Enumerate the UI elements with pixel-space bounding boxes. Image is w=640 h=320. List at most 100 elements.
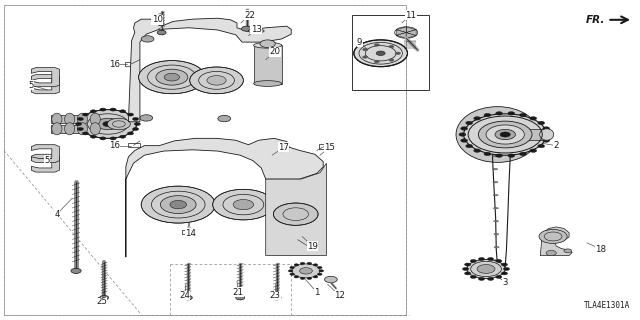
Circle shape (83, 113, 88, 116)
Circle shape (100, 137, 106, 140)
Circle shape (83, 132, 88, 135)
Ellipse shape (540, 129, 554, 140)
Circle shape (313, 264, 318, 266)
Circle shape (207, 76, 226, 85)
Polygon shape (540, 227, 572, 256)
Circle shape (294, 264, 299, 266)
Text: 16: 16 (109, 141, 120, 150)
Circle shape (273, 203, 318, 225)
Text: 14: 14 (186, 229, 196, 238)
Circle shape (396, 52, 401, 54)
Ellipse shape (77, 123, 88, 135)
Circle shape (484, 113, 491, 117)
Bar (4, 5, 406, 315)
Bar (125, 62, 137, 66)
Text: 3: 3 (502, 278, 508, 287)
Circle shape (134, 123, 140, 125)
Circle shape (354, 40, 408, 67)
Circle shape (324, 276, 337, 283)
Text: TLA4E1301A: TLA4E1301A (584, 301, 630, 310)
Circle shape (110, 108, 116, 111)
Circle shape (363, 56, 368, 58)
Circle shape (530, 149, 537, 152)
Circle shape (464, 114, 547, 155)
Circle shape (508, 112, 515, 115)
Ellipse shape (253, 81, 282, 86)
Circle shape (90, 110, 97, 113)
Polygon shape (31, 75, 60, 94)
Ellipse shape (492, 156, 497, 157)
Circle shape (496, 260, 502, 262)
Text: 5: 5 (44, 156, 49, 164)
Circle shape (141, 36, 154, 42)
Circle shape (470, 276, 476, 278)
Text: FR.: FR. (586, 15, 605, 25)
Ellipse shape (65, 123, 75, 135)
Circle shape (157, 30, 166, 35)
Polygon shape (31, 145, 60, 163)
Ellipse shape (77, 113, 88, 125)
Circle shape (376, 51, 385, 55)
Bar (182, 230, 193, 234)
Ellipse shape (494, 246, 499, 248)
Circle shape (465, 263, 470, 266)
Circle shape (504, 268, 509, 270)
Circle shape (546, 251, 556, 256)
Circle shape (317, 267, 322, 269)
Circle shape (374, 44, 380, 46)
Circle shape (218, 116, 230, 122)
Circle shape (538, 144, 545, 148)
Text: 15: 15 (324, 143, 335, 152)
Bar (129, 143, 140, 147)
Circle shape (300, 268, 312, 274)
Text: 4: 4 (54, 210, 60, 219)
Circle shape (300, 277, 305, 279)
Circle shape (495, 129, 515, 140)
Circle shape (486, 125, 524, 144)
Circle shape (108, 118, 131, 130)
Bar (319, 144, 330, 148)
Circle shape (389, 59, 394, 61)
Circle shape (77, 117, 83, 121)
Circle shape (294, 276, 299, 278)
Circle shape (183, 295, 192, 300)
Circle shape (164, 73, 179, 81)
Text: 10: 10 (152, 15, 163, 24)
Text: 20: 20 (270, 47, 281, 56)
Circle shape (79, 110, 137, 138)
Text: 5: 5 (29, 81, 34, 90)
Circle shape (500, 132, 510, 137)
Circle shape (461, 139, 468, 142)
Text: 18: 18 (595, 245, 607, 254)
Circle shape (313, 276, 318, 278)
Circle shape (292, 264, 320, 278)
Circle shape (470, 260, 476, 262)
Polygon shape (406, 33, 416, 38)
Circle shape (100, 108, 106, 111)
Circle shape (467, 260, 505, 278)
Text: 24: 24 (179, 291, 190, 300)
Circle shape (300, 262, 305, 265)
Circle shape (110, 137, 116, 140)
Circle shape (290, 273, 294, 275)
Text: 1: 1 (314, 288, 319, 297)
Ellipse shape (493, 168, 498, 170)
Circle shape (141, 186, 215, 223)
Text: 21: 21 (233, 288, 244, 297)
Circle shape (501, 272, 508, 275)
Text: 9: 9 (357, 38, 362, 47)
Circle shape (317, 273, 322, 275)
Circle shape (463, 268, 468, 270)
Circle shape (478, 121, 532, 148)
Bar (4, 5, 406, 315)
Polygon shape (31, 154, 60, 172)
Circle shape (466, 121, 473, 125)
Circle shape (495, 154, 502, 157)
Circle shape (564, 249, 572, 253)
Text: 11: 11 (405, 11, 416, 20)
Ellipse shape (253, 43, 282, 48)
Circle shape (466, 144, 473, 148)
Circle shape (530, 117, 537, 120)
Polygon shape (31, 68, 60, 87)
Bar (352, 15, 429, 90)
